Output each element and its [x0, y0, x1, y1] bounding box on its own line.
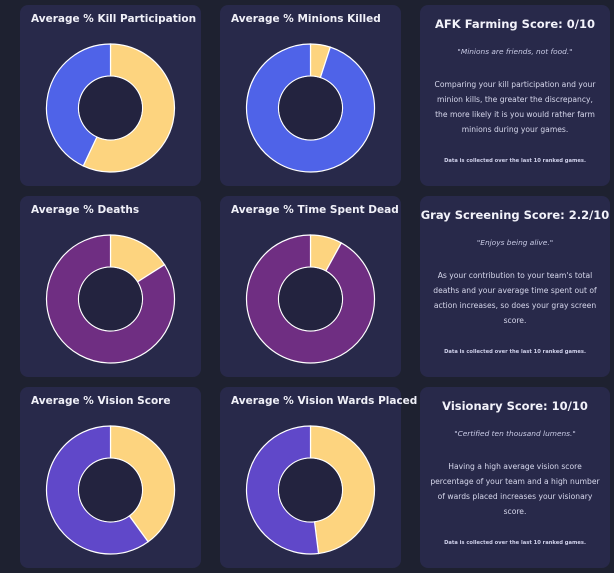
donut-chart-kill-participation	[45, 43, 176, 173]
score-title: AFK Farming Score: 0/10	[435, 17, 595, 31]
donut-hole	[279, 76, 342, 140]
score-title: Visionary Score: 10/10	[442, 399, 588, 413]
donut-slice-yours	[82, 43, 176, 173]
chart-title: Average % Time Spent Dead	[231, 204, 399, 216]
donut-chart-deaths	[45, 234, 176, 364]
chart-title: Average % Deaths	[31, 204, 140, 216]
donut-chart-minions-killed	[245, 43, 376, 173]
chart-title: Average % Vision Wards Placed	[231, 395, 418, 407]
donut-chart-vision-score	[45, 425, 176, 555]
score-description: Having a high average vision score perce…	[430, 462, 600, 516]
chart-card-minions-killed: Average % Minions Killed	[220, 5, 401, 186]
donut-slice-rest	[245, 425, 320, 555]
score-card-visionary: Visionary Score: 10/10 "Certified ten th…	[420, 387, 610, 568]
donut-slice-yours	[109, 425, 176, 543]
chart-card-vision-wards: Average % Vision Wards Placed	[220, 387, 417, 568]
donut-chart-time-spent-dead	[245, 234, 376, 364]
chart-title: Average % Vision Score	[31, 395, 171, 407]
score-note: Data is collected over the last 10 ranke…	[444, 349, 586, 355]
donut-slice-rest	[45, 425, 149, 555]
score-note: Data is collected over the last 10 ranke…	[444, 158, 586, 164]
score-description: As your contribution to your team's tota…	[433, 271, 597, 325]
score-title: Gray Screening Score: 2.2/10	[420, 208, 610, 222]
chart-card-kill-participation: Average % Kill Participation	[20, 5, 201, 186]
donut-hole	[79, 458, 142, 522]
chart-card-deaths: Average % Deaths	[20, 196, 201, 377]
donut-slice-rest	[245, 234, 376, 364]
donut-slice-rest	[245, 43, 376, 173]
score-quote: "Certified ten thousand lumens."	[454, 429, 576, 438]
chart-title: Average % Kill Participation	[31, 13, 197, 25]
donut-hole	[79, 76, 142, 140]
score-quote: "Minions are friends, not food."	[457, 47, 573, 56]
donut-hole	[79, 267, 142, 331]
donut-hole	[279, 267, 342, 331]
donut-slice-rest	[45, 43, 112, 167]
chart-card-time-spent-dead: Average % Time Spent Dead	[220, 196, 401, 377]
score-note: Data is collected over the last 10 ranke…	[444, 540, 586, 546]
donut-slice-yours	[309, 425, 376, 555]
donut-slice-rest	[45, 234, 176, 364]
chart-card-vision-score: Average % Vision Score	[20, 387, 201, 568]
score-card-gray-screening: Gray Screening Score: 2.2/10 "Enjoys bei…	[420, 196, 610, 377]
score-description: Comparing your kill participation and yo…	[434, 80, 596, 134]
donut-hole	[279, 458, 342, 522]
donut-chart-vision-wards	[245, 425, 376, 555]
score-card-afk-farming: AFK Farming Score: 0/10 "Minions are fri…	[420, 5, 610, 186]
score-quote: "Enjoys being alive."	[476, 238, 554, 247]
chart-title: Average % Minions Killed	[231, 13, 381, 25]
